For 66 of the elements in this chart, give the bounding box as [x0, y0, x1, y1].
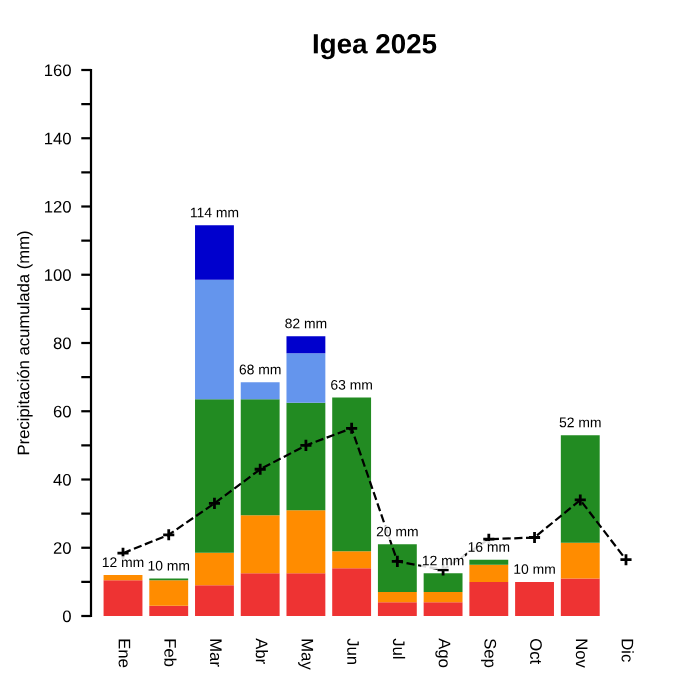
y-tick-label: 160 — [45, 64, 71, 77]
bar — [195, 279, 234, 400]
y-tick-label: 0 — [62, 610, 71, 623]
bar — [423, 592, 463, 603]
bar — [332, 551, 372, 569]
bar — [515, 581, 554, 616]
bar — [560, 542, 600, 579]
bar — [240, 515, 280, 574]
bar — [240, 573, 280, 616]
y-tick-label: 120 — [45, 200, 71, 213]
y-tick-label: 60 — [53, 405, 71, 418]
bar — [195, 585, 234, 616]
x-tick-label: Oct — [530, 639, 542, 665]
x-tick-label: Ene — [118, 639, 131, 668]
bar — [103, 580, 143, 616]
bar — [286, 353, 326, 403]
x-tick-label: Feb — [164, 639, 177, 667]
bar — [103, 575, 143, 581]
x-tick-label: May — [298, 639, 314, 670]
point — [116, 546, 130, 561]
bar — [286, 402, 326, 511]
bar — [286, 510, 326, 574]
bar — [423, 602, 463, 616]
bar — [332, 397, 372, 552]
point — [527, 530, 542, 545]
point — [298, 438, 313, 453]
bar — [149, 605, 189, 616]
bar — [240, 399, 280, 516]
point — [619, 552, 633, 567]
bar — [240, 382, 280, 400]
y-axis-title: Precipitación acumulada (mm) — [16, 231, 33, 455]
bar — [286, 573, 326, 616]
point — [161, 527, 176, 542]
bar — [377, 602, 417, 616]
bar — [286, 336, 326, 354]
bar — [560, 435, 600, 543]
chart-title: Igea 2025 — [313, 33, 437, 60]
x-tick-label: Jul — [392, 638, 406, 659]
x-tick-label: Dic — [621, 639, 634, 662]
y-tick-label: 100 — [45, 269, 71, 281]
point — [573, 493, 588, 507]
point — [253, 462, 268, 477]
point — [344, 421, 359, 436]
bar — [332, 568, 372, 616]
bar — [377, 592, 417, 603]
bar — [469, 559, 509, 565]
x-tick-label: Abr — [255, 638, 268, 664]
bar — [560, 578, 600, 616]
x-tick-label: Nov — [575, 639, 588, 668]
x-tick-label: Ago — [435, 638, 451, 668]
bar — [195, 552, 234, 586]
y-tick-label: 140 — [45, 132, 71, 145]
y-tick-label: 20 — [53, 542, 71, 554]
bar — [195, 399, 234, 553]
bar — [423, 573, 463, 593]
bar — [469, 581, 509, 616]
bar — [469, 564, 509, 582]
x-tick-label: Jun — [347, 638, 359, 665]
point — [207, 496, 222, 511]
x-tick-label: Mar — [209, 639, 222, 667]
y-tick-label: 40 — [53, 473, 71, 486]
x-tick-label: Sep — [481, 638, 497, 668]
bar — [377, 544, 417, 593]
bar — [195, 225, 234, 280]
y-tick-label: 80 — [53, 337, 71, 350]
bar — [149, 580, 189, 606]
